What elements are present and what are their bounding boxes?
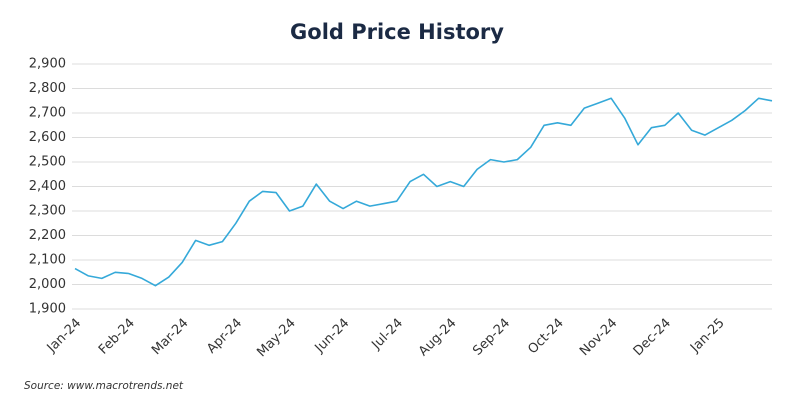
y-tick-label: 2,500 bbox=[29, 155, 66, 170]
y-tick-label: 2,200 bbox=[29, 228, 66, 243]
x-tick-label: Jun-24 bbox=[312, 316, 353, 357]
x-tick-label: Apr-24 bbox=[204, 316, 245, 357]
y-tick-label: 2,800 bbox=[29, 81, 66, 96]
y-tick-label: 2,900 bbox=[29, 57, 66, 72]
x-tick-label: Sep-24 bbox=[470, 316, 513, 359]
y-tick-label: 2,000 bbox=[29, 277, 66, 292]
source-note: Source: www.macrotrends.net bbox=[24, 380, 184, 392]
y-tick-label: 2,400 bbox=[29, 179, 66, 194]
x-tick-label: May-24 bbox=[254, 316, 298, 360]
x-tick-label: Jul-24 bbox=[369, 316, 406, 353]
x-tick-label: Jan-24 bbox=[44, 316, 85, 357]
price-line bbox=[74, 97, 773, 287]
y-tick-label: 2,700 bbox=[29, 106, 66, 121]
x-tick-label: Oct-24 bbox=[525, 316, 567, 358]
x-tick-label: Nov-24 bbox=[577, 316, 620, 359]
x-tick-label: Aug-24 bbox=[416, 316, 460, 360]
x-tick-label: Feb-24 bbox=[96, 316, 138, 358]
x-tick-label: Mar-24 bbox=[149, 316, 191, 358]
x-tick-label: Jan-25 bbox=[687, 316, 728, 357]
x-tick-label: Dec-24 bbox=[631, 316, 674, 359]
chart-title: Gold Price History bbox=[290, 20, 504, 44]
y-tick-label: 2,300 bbox=[29, 204, 66, 219]
y-tick-label: 2,600 bbox=[29, 130, 66, 145]
y-tick-label: 2,100 bbox=[29, 253, 66, 268]
y-tick-label: 1,900 bbox=[29, 302, 66, 317]
